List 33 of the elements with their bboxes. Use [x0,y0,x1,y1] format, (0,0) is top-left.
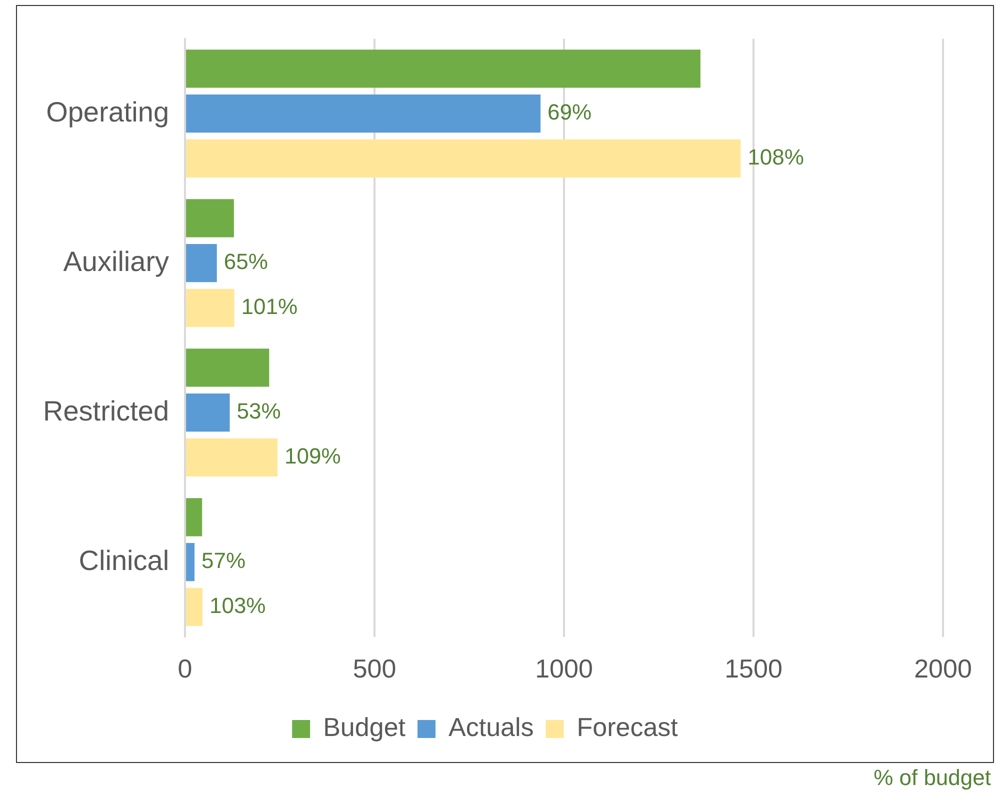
annotation: 101% [241,294,298,319]
y-tick-label: Clinical [78,544,170,576]
bar [186,438,278,476]
x-tick-label: 2000 [914,654,972,684]
annotation: 53% [236,398,281,424]
annotation: 109% [284,443,341,468]
x-tick-label: 1500 [724,654,782,684]
bar [186,542,195,582]
legend-label: Actuals [448,712,534,742]
legend-label: Forecast [576,712,679,742]
bar [186,588,202,626]
bar [186,139,741,178]
annotation: 57% [202,548,246,574]
bar [186,498,202,536]
text: % of budget [874,765,991,790]
bar [186,50,700,88]
bar [186,288,234,327]
x-tick-label: 0 [178,654,192,684]
bar [186,348,270,387]
bar [186,393,230,432]
y-tick-label: Operating [46,96,170,128]
annotation: 108% [748,144,804,170]
bar [186,244,217,282]
bar [186,94,541,133]
x-tick-label: 500 [352,654,396,684]
annotation: 65% [224,249,268,274]
y-tick-label: Auxiliary [63,246,170,277]
legend-label: Budget [323,712,406,742]
x-tick-label: 1000 [535,654,593,684]
annotation: 69% [548,100,592,125]
annotation: 103% [209,592,266,618]
bar [186,199,234,238]
y-tick-label: Restricted [42,395,170,426]
